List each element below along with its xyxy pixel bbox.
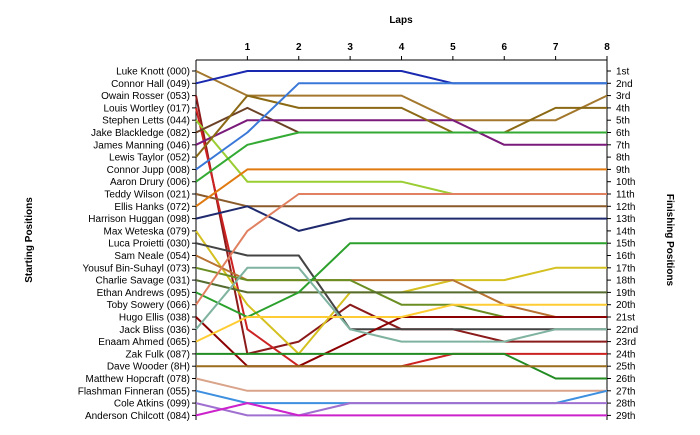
x-tick-label: 8 <box>604 42 610 53</box>
starting-driver-label: Sam Neale (054) <box>114 251 190 262</box>
series-line-8 <box>195 94 607 158</box>
starting-driver-label: Charlie Savage (031) <box>96 276 191 287</box>
finishing-position-label: 14th <box>616 226 635 237</box>
x-tick-label: 6 <box>501 42 507 53</box>
plot-axes <box>192 56 611 420</box>
series-line-5 <box>195 119 607 195</box>
starting-driver-label: Zak Fulk (087) <box>126 349 190 360</box>
starting-driver-label: Ellis Hanks (072) <box>114 202 190 213</box>
starting-driver-label: Connor Jupp (008) <box>107 165 190 176</box>
starting-driver-label: Enaam Ahmed (065) <box>98 337 190 348</box>
starting-driver-label: Jack Bliss (036) <box>119 325 190 336</box>
series-line-26 <box>195 377 607 392</box>
starting-position-labels: Luke Knott (000)Connor Hall (049)Owain R… <box>78 67 190 422</box>
finishing-position-label: 20th <box>616 300 635 311</box>
series-line-12 <box>195 168 607 208</box>
finishing-position-label: 23rd <box>616 337 636 348</box>
series-lines <box>195 70 608 417</box>
starting-driver-label: Yousuf Bin-Suhayl (073) <box>83 263 190 274</box>
starting-driver-label: Toby Sowery (066) <box>107 300 190 311</box>
finishing-position-label: 29th <box>616 411 635 422</box>
starting-driver-label: Hugo Ellis (038) <box>119 313 190 324</box>
series-line-7 <box>195 119 607 146</box>
x-tick-label: 3 <box>347 42 353 53</box>
finishing-position-label: 17th <box>616 263 635 274</box>
finishing-position-label: 27th <box>616 386 635 397</box>
series-line-24 <box>196 352 607 380</box>
finishing-position-label: 15th <box>616 239 635 250</box>
finishing-position-label: 12th <box>616 202 635 213</box>
series-line-15 <box>195 242 607 331</box>
x-tick-label: 7 <box>553 42 559 53</box>
finishing-position-label: 9th <box>616 165 630 176</box>
finishing-position-label: 3rd <box>616 91 630 102</box>
finishing-position-label: 1st <box>616 67 630 78</box>
series-line-9 <box>195 82 607 171</box>
finishing-position-label: 21st <box>616 313 635 324</box>
finishing-position-label: 10th <box>616 177 635 188</box>
chart-title: Laps <box>389 15 413 26</box>
finishing-position-label: 18th <box>616 276 635 287</box>
starting-driver-label: Luca Proietti (030) <box>108 239 190 250</box>
series-line-23 <box>195 303 607 343</box>
finishing-position-label: 8th <box>616 153 630 164</box>
x-tick-label: 5 <box>450 42 456 53</box>
starting-driver-label: Flashman Finneran (055) <box>78 386 190 397</box>
finishing-position-label: 7th <box>616 140 630 151</box>
starting-driver-label: Jake Blackledge (082) <box>91 128 190 139</box>
series-line-13 <box>195 205 607 232</box>
starting-driver-label: Owain Rosser (053) <box>101 91 190 102</box>
starting-driver-label: Dave Wooder (8H) <box>107 362 190 373</box>
series-line-16 <box>195 254 607 318</box>
starting-driver-label: Matthew Hopcraft (078) <box>86 374 191 385</box>
finishing-position-label: 4th <box>616 103 630 114</box>
starting-driver-label: Luke Knott (000) <box>116 67 190 78</box>
y-axis-left-label: Starting Positions <box>24 197 35 283</box>
starting-driver-label: Max Weteska (079) <box>103 226 190 237</box>
starting-driver-label: Teddy Wilson (021) <box>104 190 190 201</box>
series-line-28 <box>195 402 607 417</box>
finishing-position-label: 5th <box>616 116 630 127</box>
finishing-position-labels: 1st2nd3rd4th5th6th7th8th9th10th11th12th1… <box>616 67 638 422</box>
finishing-position-label: 19th <box>616 288 635 299</box>
series-line-29 <box>195 402 607 417</box>
series-line-4 <box>195 107 607 368</box>
starting-driver-label: James Manning (046) <box>93 140 190 151</box>
finishing-position-label: 11th <box>616 190 635 201</box>
finishing-position-label: 13th <box>616 214 635 225</box>
x-tick-labels: 1 2 3 4 5 6 7 8 <box>245 42 611 53</box>
starting-driver-label: Aaron Drury (006) <box>110 177 190 188</box>
series-line-11 <box>195 193 607 208</box>
series-line-18 <box>195 279 607 294</box>
finishing-position-label: 22nd <box>616 325 638 336</box>
starting-driver-label: Lewis Taylor (052) <box>109 153 190 164</box>
starting-driver-label: Ethan Andrews (095) <box>97 288 190 299</box>
finishing-position-label: 25th <box>616 362 635 373</box>
x-tick-label: 4 <box>399 42 405 53</box>
series-line-19 <box>195 242 607 318</box>
starting-driver-label: Harrison Huggan (098) <box>88 214 190 225</box>
finishing-position-label: 16th <box>616 251 635 262</box>
finishing-position-label: 28th <box>616 399 635 410</box>
finishing-position-label: 2nd <box>616 79 633 90</box>
finishing-position-label: 24th <box>616 349 635 360</box>
starting-driver-label: Anderson Chilcott (084) <box>85 411 190 422</box>
series-line-22 <box>195 266 607 343</box>
starting-driver-label: Stephen Letts (044) <box>102 116 190 127</box>
starting-driver-label: Cole Atkins (099) <box>114 399 190 410</box>
series-line-10 <box>195 131 607 183</box>
series-line-20 <box>195 193 607 306</box>
starting-driver-label: Louis Wortley (017) <box>103 103 190 114</box>
series-line-27 <box>195 389 608 405</box>
starting-driver-label: Connor Hall (049) <box>111 79 190 90</box>
x-tick-label: 2 <box>296 42 302 53</box>
finishing-position-label: 26th <box>616 374 635 385</box>
series-line-2 <box>195 70 607 85</box>
series-line-1 <box>195 70 608 122</box>
finishing-position-label: 6th <box>616 128 630 139</box>
x-tick-label: 1 <box>245 42 251 53</box>
y-axis-right-label: Finishing Positions <box>664 194 675 287</box>
